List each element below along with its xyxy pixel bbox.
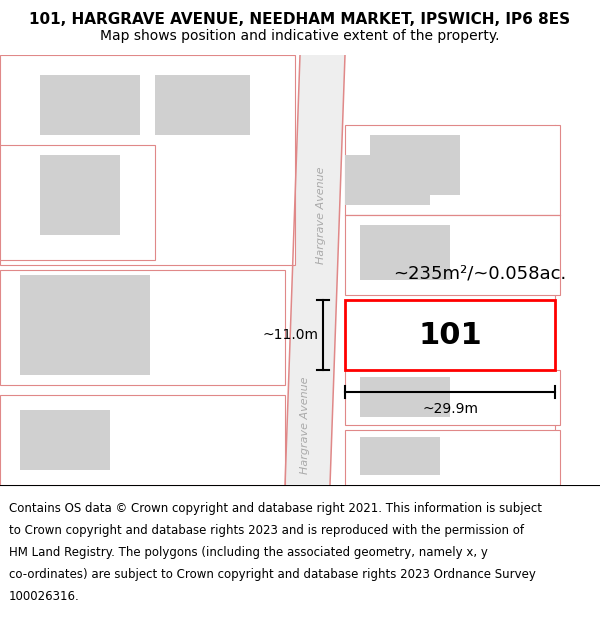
Text: ~235m²/~0.058ac.: ~235m²/~0.058ac. <box>394 264 566 282</box>
Text: Contains OS data © Crown copyright and database right 2021. This information is : Contains OS data © Crown copyright and d… <box>9 502 542 515</box>
Bar <box>355 308 460 362</box>
Bar <box>360 437 440 475</box>
Bar <box>20 275 150 375</box>
Text: Map shows position and indicative extent of the property.: Map shows position and indicative extent… <box>100 29 500 43</box>
Text: 100026316.: 100026316. <box>9 590 80 603</box>
Text: Hargrave Avenue: Hargrave Avenue <box>300 376 310 474</box>
Bar <box>0 145 155 260</box>
Text: Hargrave Avenue: Hargrave Avenue <box>316 166 326 264</box>
Text: 101: 101 <box>418 321 482 349</box>
Bar <box>370 135 460 195</box>
Bar <box>40 155 120 235</box>
Bar <box>0 395 285 485</box>
Text: ~29.9m: ~29.9m <box>422 402 478 416</box>
Bar <box>345 370 560 425</box>
Bar <box>345 430 560 485</box>
Bar <box>345 300 555 370</box>
Text: ~11.0m: ~11.0m <box>262 328 318 342</box>
Bar <box>345 125 560 215</box>
Bar <box>40 75 140 135</box>
Bar <box>155 75 250 135</box>
Bar <box>20 410 110 470</box>
Bar <box>360 225 450 280</box>
Bar <box>360 377 450 417</box>
Bar <box>345 155 430 205</box>
Text: HM Land Registry. The polygons (including the associated geometry, namely x, y: HM Land Registry. The polygons (includin… <box>9 546 488 559</box>
Polygon shape <box>285 55 345 485</box>
Text: to Crown copyright and database rights 2023 and is reproduced with the permissio: to Crown copyright and database rights 2… <box>9 524 524 537</box>
Bar <box>0 270 285 385</box>
Bar <box>0 55 295 265</box>
Text: co-ordinates) are subject to Crown copyright and database rights 2023 Ordnance S: co-ordinates) are subject to Crown copyr… <box>9 568 536 581</box>
Bar <box>345 215 560 295</box>
Text: 101, HARGRAVE AVENUE, NEEDHAM MARKET, IPSWICH, IP6 8ES: 101, HARGRAVE AVENUE, NEEDHAM MARKET, IP… <box>29 12 571 27</box>
